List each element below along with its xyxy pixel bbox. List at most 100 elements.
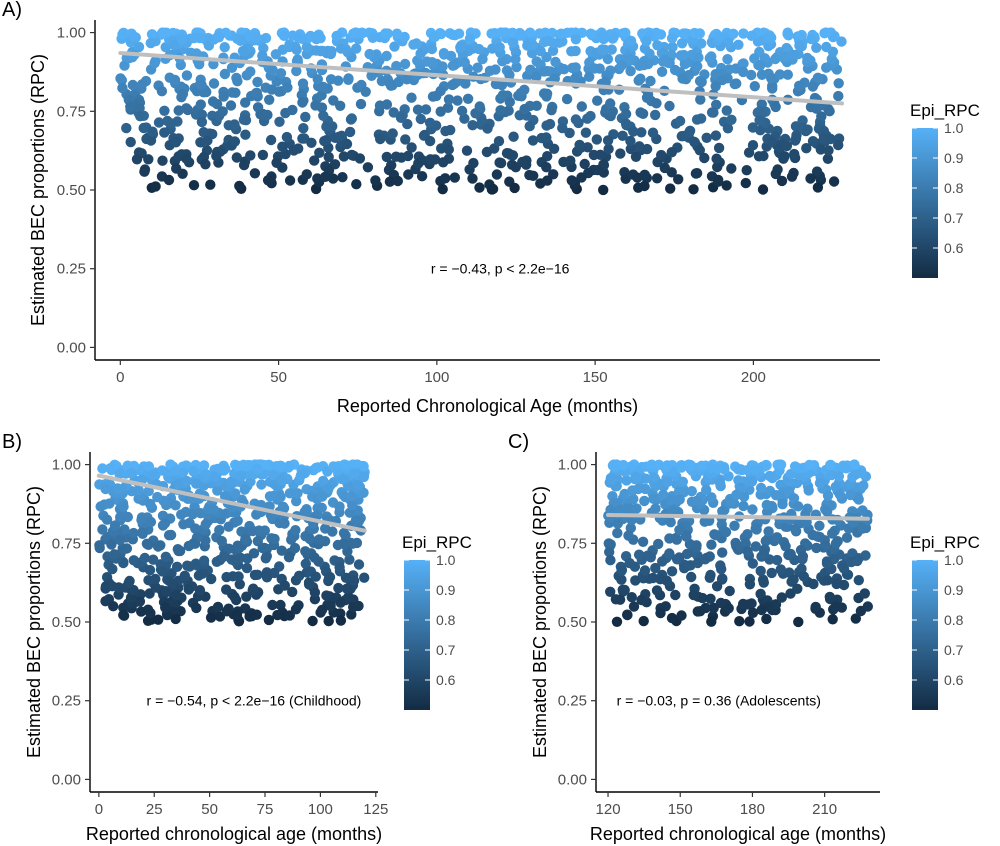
data-point: [775, 459, 786, 470]
data-point: [156, 86, 168, 97]
data-point: [633, 549, 645, 560]
data-point: [803, 485, 814, 496]
data-point: [685, 460, 697, 471]
data-point: [443, 94, 455, 105]
data-point: [295, 470, 306, 481]
data-point: [801, 143, 812, 154]
data-point: [177, 88, 189, 100]
data-point: [388, 107, 399, 118]
data-point: [163, 174, 175, 186]
data-point: [135, 111, 146, 122]
data-point: [716, 563, 727, 575]
legend-tick-label: 0.9: [436, 582, 456, 598]
data-point: [603, 143, 614, 155]
data-point: [602, 135, 614, 146]
data-point: [380, 28, 391, 39]
data-point: [721, 105, 732, 116]
data-point: [810, 601, 821, 613]
data-point: [171, 590, 182, 601]
data-point: [389, 41, 400, 52]
data-point: [620, 108, 632, 120]
data-point: [200, 469, 212, 480]
x-tick-label: 200: [741, 369, 766, 386]
data-point: [122, 511, 133, 523]
data-point: [637, 536, 649, 547]
data-point: [149, 57, 160, 69]
data-point: [125, 136, 136, 148]
data-point: [193, 570, 205, 581]
panel-b-y-axis-title: Estimated BEC proportions (RPC): [24, 486, 44, 758]
data-point: [482, 123, 493, 134]
data-point: [651, 98, 662, 109]
data-point: [738, 491, 750, 502]
data-point: [136, 79, 148, 90]
data-point: [94, 542, 105, 554]
data-point: [850, 613, 861, 624]
data-point: [754, 115, 765, 126]
data-point: [127, 79, 138, 91]
data-point: [711, 581, 723, 592]
data-point: [317, 45, 328, 57]
data-point: [341, 583, 353, 594]
panel-c-points: [603, 459, 873, 628]
data-point: [143, 539, 154, 550]
data-point: [664, 100, 675, 112]
data-point: [689, 136, 700, 147]
data-point: [160, 602, 171, 613]
data-point: [556, 28, 567, 39]
data-point: [787, 49, 799, 60]
data-point: [701, 484, 712, 496]
data-point: [474, 101, 485, 112]
data-point: [223, 543, 235, 554]
data-point: [234, 579, 245, 590]
panel-a-y-axis-title: Estimated BEC proportions (RPC): [28, 54, 48, 326]
data-point: [584, 71, 595, 83]
data-point: [278, 30, 290, 41]
data-point: [783, 549, 794, 561]
data-point: [756, 69, 768, 81]
data-point: [677, 476, 688, 487]
data-point: [335, 100, 346, 112]
data-point: [284, 488, 296, 499]
data-point: [464, 33, 476, 44]
data-point: [821, 41, 832, 53]
data-point: [631, 503, 642, 514]
data-point: [291, 65, 302, 77]
data-point: [297, 78, 309, 89]
data-point: [531, 71, 542, 83]
data-point: [509, 182, 520, 194]
data-point: [226, 554, 237, 565]
data-point: [133, 41, 145, 53]
data-point: [385, 80, 397, 91]
data-point: [416, 171, 428, 182]
data-point: [771, 554, 783, 566]
data-point: [176, 33, 188, 45]
data-point: [320, 171, 331, 182]
data-point: [187, 509, 198, 520]
data-point: [751, 524, 762, 535]
data-point: [176, 509, 187, 520]
data-point: [290, 525, 301, 536]
data-point: [487, 183, 499, 195]
data-point: [761, 499, 772, 511]
data-point: [580, 127, 592, 138]
data-point: [401, 74, 413, 85]
data-point: [811, 42, 822, 53]
data-point: [821, 506, 833, 517]
data-point: [97, 463, 108, 474]
data-point: [673, 174, 684, 185]
data-point: [108, 601, 119, 612]
data-point: [357, 28, 368, 39]
data-point: [232, 460, 243, 472]
data-point: [438, 48, 450, 59]
data-point: [696, 38, 707, 49]
data-point: [701, 132, 712, 143]
panel-b-y-ticks: 0.00 0.25 0.50 0.75 1.00: [52, 457, 90, 788]
data-point: [460, 78, 471, 89]
data-point: [353, 600, 364, 612]
data-point: [535, 46, 546, 57]
data-point: [229, 136, 241, 147]
data-point: [225, 477, 237, 488]
data-point: [232, 76, 243, 87]
data-point: [628, 126, 639, 137]
